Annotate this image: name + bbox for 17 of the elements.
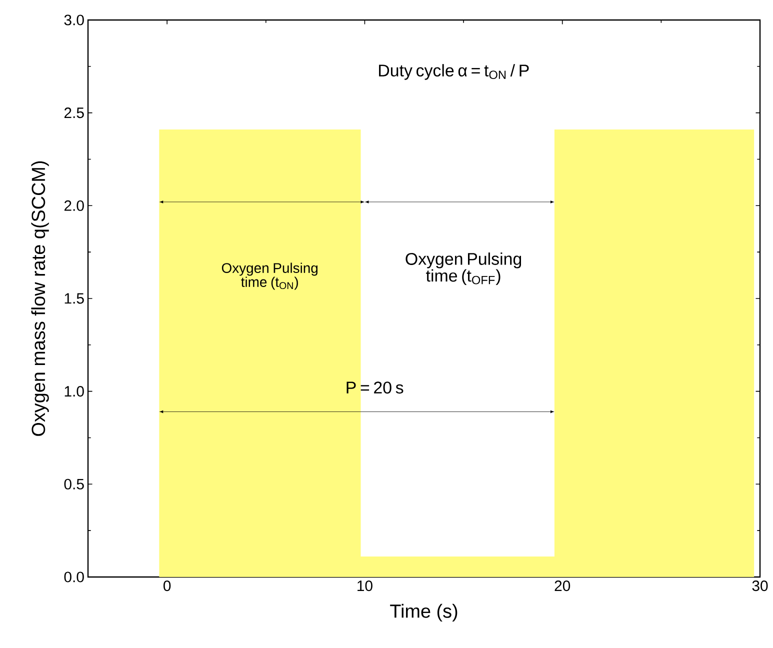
annotation: Oxygen Pulsing time (t$_{OFF}$) xyxy=(406,252,522,286)
x-tick-label: 20 xyxy=(554,580,570,592)
annotation: Oxygen Pulsing time (t$_{ON}$) xyxy=(222,262,318,290)
y-tick-label: 3.0 xyxy=(64,14,84,26)
annotation: P = 20 s xyxy=(346,382,404,394)
y-axis-title: Oxygen mass flow rate q(SCCM) xyxy=(31,161,49,436)
x-tick-label: 30 xyxy=(752,580,768,592)
y-tick-label: 2.0 xyxy=(64,200,84,211)
y-tick-label: 1.0 xyxy=(64,386,84,397)
x-tick-label: 0 xyxy=(163,580,171,592)
x-tick-label: 10 xyxy=(358,580,372,592)
annotation: Duty cycle α = t$_{ON}$ / P xyxy=(379,64,529,80)
y-tick-label: 1.5 xyxy=(64,293,84,304)
y-tick-label: 2.5 xyxy=(64,108,84,118)
y-tick-label: 0.0 xyxy=(64,572,84,582)
y-tick-label: 0.5 xyxy=(64,478,84,490)
x-axis-title: Time (s) xyxy=(390,604,458,622)
